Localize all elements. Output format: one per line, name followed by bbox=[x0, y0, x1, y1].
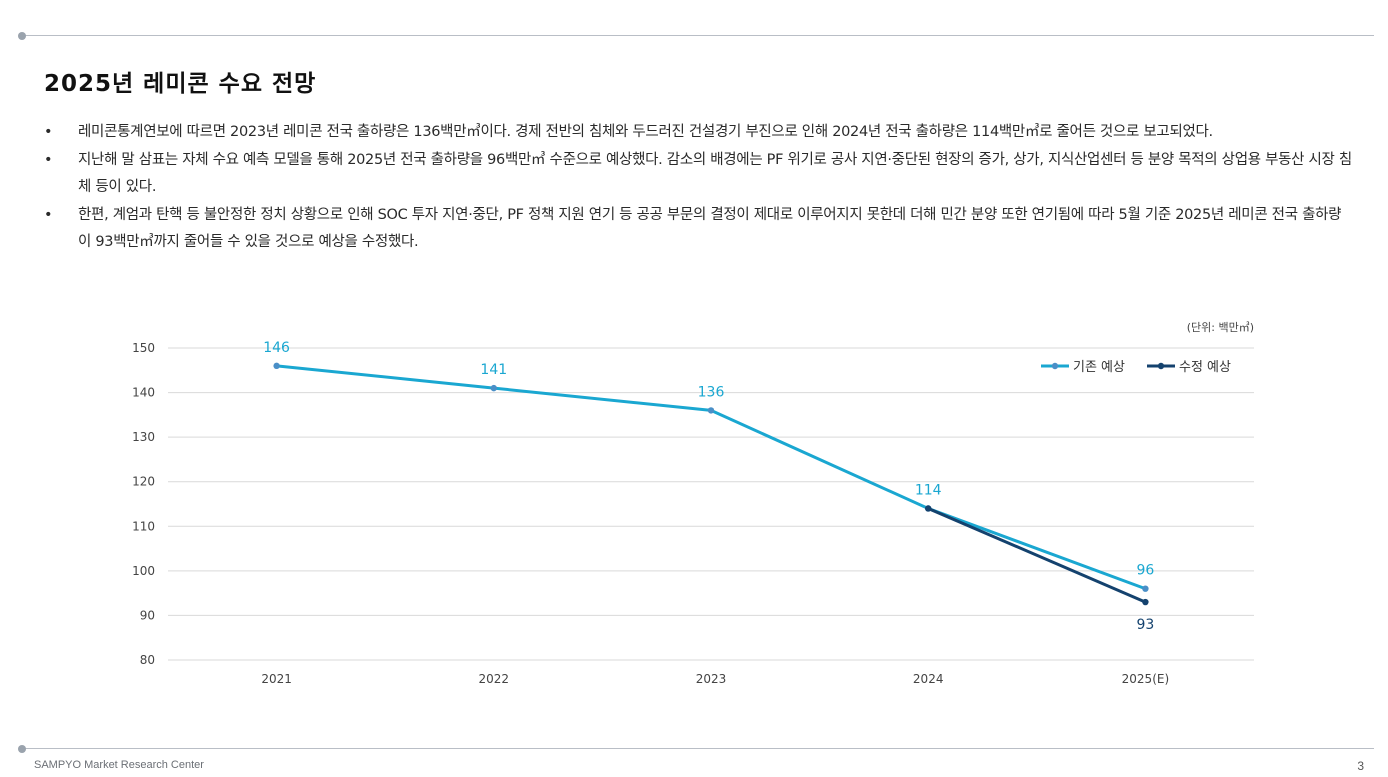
bullet-symbol: • bbox=[44, 151, 53, 168]
series-line bbox=[927, 507, 1146, 604]
x-tick-label: 2022 bbox=[479, 672, 510, 686]
data-point bbox=[490, 384, 497, 392]
legend-marker bbox=[1157, 362, 1165, 370]
x-tick-label: 2024 bbox=[913, 672, 944, 686]
bullet-item: • 한편, 계엄과 탄핵 등 불안정한 정치 상황으로 인해 SOC 투자 지연·… bbox=[44, 202, 1354, 257]
data-label: 93 bbox=[1136, 617, 1154, 633]
bullet-text: 레미콘통계연보에 따르면 2023년 레미콘 전국 출하량은 136백만㎥이다.… bbox=[78, 124, 1213, 140]
data-label: 96 bbox=[1136, 563, 1154, 579]
legend-label: 수정 예상 bbox=[1179, 360, 1231, 375]
divider-dot bbox=[18, 745, 26, 753]
y-tick-label: 150 bbox=[132, 341, 155, 355]
y-tick-label: 110 bbox=[132, 519, 155, 533]
x-tick-label: 2023 bbox=[696, 672, 727, 686]
page-number: 3 bbox=[1357, 759, 1364, 773]
y-tick-label: 90 bbox=[140, 608, 155, 622]
bullet-item: • 지난해 말 삼표는 자체 수요 예측 모델을 통해 2025년 전국 출하량을… bbox=[44, 147, 1354, 202]
data-point bbox=[707, 407, 715, 414]
y-tick-label: 100 bbox=[132, 564, 155, 578]
footer-text: SAMPYO Market Research Center bbox=[34, 759, 204, 771]
data-label: 141 bbox=[480, 362, 507, 378]
bullet-text: 한편, 계엄과 탄핵 등 불안정한 정치 상황으로 인해 SOC 투자 지연·중… bbox=[78, 206, 1342, 251]
data-label: 146 bbox=[263, 340, 290, 356]
y-tick-label: 120 bbox=[132, 475, 155, 489]
y-tick-label: 80 bbox=[140, 653, 155, 667]
bullet-item: • 레미콘통계연보에 따르면 2023년 레미콘 전국 출하량은 136백만㎥이다… bbox=[44, 119, 1354, 147]
data-label: 136 bbox=[698, 384, 725, 400]
y-tick-label: 140 bbox=[132, 386, 155, 400]
data-point bbox=[1142, 598, 1149, 606]
y-tick-label: 130 bbox=[132, 430, 155, 444]
top-divider bbox=[18, 32, 1374, 40]
x-tick-label: 2021 bbox=[261, 672, 292, 686]
bullet-symbol: • bbox=[44, 206, 53, 223]
divider-dot bbox=[18, 32, 26, 40]
data-label: 114 bbox=[915, 482, 942, 498]
page-title: 2025년 레미콘 수요 전망 bbox=[44, 71, 317, 97]
data-point bbox=[925, 505, 932, 512]
bullet-symbol: • bbox=[44, 124, 53, 140]
unit-label: (단위: 백만㎥) bbox=[1187, 321, 1254, 334]
legend-marker bbox=[1051, 362, 1059, 370]
bottom-divider bbox=[18, 745, 1374, 753]
legend-label: 기존 예상 bbox=[1073, 360, 1125, 375]
data-point bbox=[273, 362, 280, 370]
bullet-list: • 레미콘통계연보에 따르면 2023년 레미콘 전국 출하량은 136백만㎥이다… bbox=[44, 119, 1354, 257]
line-chart: 80 90 100 110 120 130 140 150 2021 2022 2023 2024 20… bbox=[132, 321, 1254, 686]
x-tick-label: 2025(E) bbox=[1122, 672, 1169, 686]
data-point bbox=[1142, 585, 1149, 592]
bullet-text: 지난해 말 삼표는 자체 수요 예측 모델을 통해 2025년 전국 출하량을 … bbox=[78, 151, 1352, 196]
